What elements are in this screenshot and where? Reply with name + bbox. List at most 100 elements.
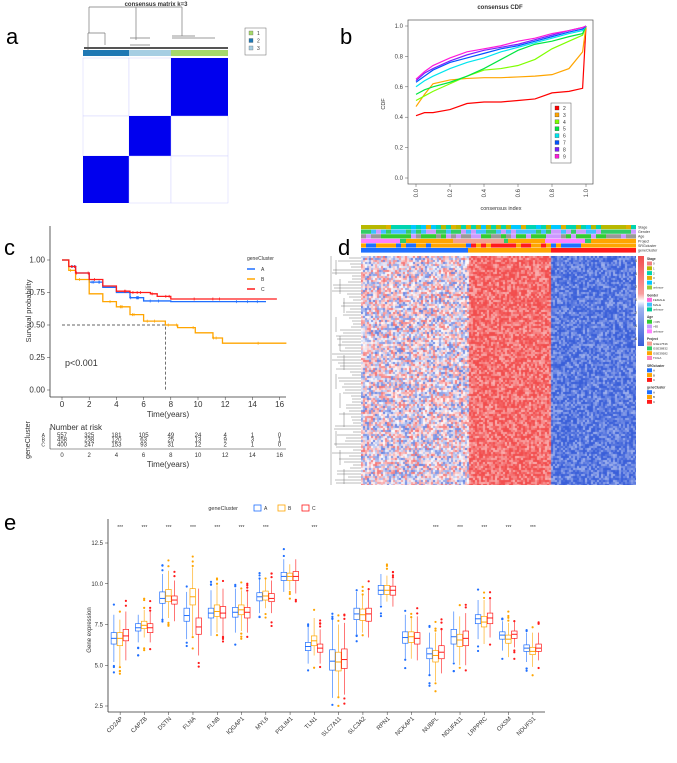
annotation-cell-SRGcluster xyxy=(596,243,601,248)
outlier-point xyxy=(246,589,249,592)
legend-label: unknow xyxy=(653,330,664,334)
outlier-point xyxy=(270,572,273,575)
annotation-cell-Age xyxy=(486,234,491,239)
annotation-cell-SRGcluster xyxy=(426,243,431,248)
consensus-block xyxy=(129,116,171,156)
annotation-cell-Stage xyxy=(401,225,406,230)
risk-count: 105 xyxy=(139,433,150,439)
annotation-cell-SRGcluster xyxy=(551,243,556,248)
outlier-point xyxy=(124,604,127,607)
legend-label: 3 xyxy=(563,113,566,119)
annotation-cell-Age xyxy=(471,234,476,239)
outlier-point xyxy=(319,622,322,625)
annotation-cell-Stage xyxy=(466,225,471,230)
outlier-point xyxy=(143,647,146,650)
outlier-point xyxy=(488,596,492,600)
outlier-point xyxy=(513,657,516,660)
censor-mark xyxy=(234,300,238,304)
outlier-point xyxy=(367,588,370,591)
outlier-point xyxy=(234,585,237,588)
outlier-point xyxy=(118,669,121,673)
legend-label: 1 xyxy=(653,267,655,271)
outlier-point xyxy=(282,554,285,558)
track-label: Age xyxy=(638,235,644,239)
legend-label-C: C xyxy=(261,287,265,293)
outlier-point xyxy=(215,582,219,585)
legend-swatch xyxy=(554,119,560,124)
annotation-cell-Age xyxy=(551,234,556,239)
annotation-cell-Gender xyxy=(476,229,481,234)
legend-label: GSE38832 xyxy=(653,347,668,351)
gene-label: TLN1 xyxy=(304,716,319,731)
outlier-point xyxy=(173,570,176,573)
annotation-cell-Stage xyxy=(521,225,526,230)
outlier-point xyxy=(209,583,213,586)
legend-label: 9 xyxy=(563,154,566,160)
annotation-cell-Gender xyxy=(521,229,526,234)
gene-label: PDLIM1 xyxy=(275,716,295,736)
legend-title: Project xyxy=(647,337,659,341)
outlier-point xyxy=(197,665,200,668)
km-ylabel: Survival probability xyxy=(24,279,33,342)
outlier-point xyxy=(379,612,383,615)
annotation-cell-Stage xyxy=(616,225,621,230)
outlier-point xyxy=(118,666,121,669)
annotation-cell-Gender xyxy=(526,229,531,234)
outlier-point xyxy=(143,606,146,610)
censor-mark xyxy=(97,280,101,284)
annotation-cell-Stage xyxy=(506,225,511,230)
outlier-point xyxy=(264,577,267,580)
x-tick-label: 1.0 xyxy=(584,188,590,197)
outlier-point xyxy=(307,669,310,672)
y-tick-label: 0.8 xyxy=(395,54,404,60)
outlier-point xyxy=(355,640,358,643)
outlier-point xyxy=(404,666,407,670)
outlier-point xyxy=(458,603,461,607)
project-track xyxy=(504,238,508,243)
annotation-cell-Stage xyxy=(406,225,411,230)
risk-count: 1 xyxy=(251,442,255,448)
panel-label-e: e xyxy=(4,510,16,535)
legend-swatch xyxy=(647,307,652,312)
outlier-point xyxy=(264,612,267,616)
annotation-cell-SRGcluster xyxy=(436,243,441,248)
outlier-point xyxy=(537,622,540,625)
annotation-cell-Age xyxy=(526,234,531,239)
legend-swatch xyxy=(301,504,310,512)
outlier-point xyxy=(343,617,346,620)
outlier-point xyxy=(355,634,358,638)
outlier-point xyxy=(319,619,322,622)
outlier-point xyxy=(124,599,127,602)
outlier-point xyxy=(215,578,219,581)
panel-label-a: a xyxy=(6,24,19,49)
colorbar xyxy=(638,256,644,346)
genecluster-track xyxy=(551,248,636,253)
censor-mark xyxy=(69,268,73,272)
annotation-cell-Age xyxy=(416,234,421,239)
annotation-cell-Gender xyxy=(621,229,626,234)
y-tick-label: 0.00 xyxy=(29,386,45,395)
outlier-point xyxy=(234,643,237,646)
annotation-cell-Stage xyxy=(491,225,496,230)
boxplot-panel: 2.5 5.0 7.5 10.0 12.5 A B C CD2AP *** CAPZB *** DSTN… xyxy=(91,504,545,739)
legend-swatch xyxy=(647,329,652,334)
annotation-cell-Stage xyxy=(371,225,376,230)
outlier-point xyxy=(361,589,364,592)
consensus-background xyxy=(128,155,172,204)
annotation-cell-Age xyxy=(361,234,366,239)
outlier-point xyxy=(531,674,534,677)
annotation-cell-SRGcluster xyxy=(461,243,466,248)
risk-x-tick-label: 16 xyxy=(276,453,283,459)
km-pvalue: p<0.001 xyxy=(65,358,98,368)
outlier-point xyxy=(112,603,115,606)
x-tick-label: 0.0 xyxy=(414,188,420,197)
x-tick-label: 0 xyxy=(60,400,65,409)
censor-mark xyxy=(246,300,250,304)
annotation-cell-Age xyxy=(536,234,541,239)
gene-label: NDUFA11 xyxy=(441,716,464,739)
risk-table-xlabel: Time(years) xyxy=(147,460,190,469)
outlier-point xyxy=(391,574,395,577)
track-label: Gender xyxy=(638,230,651,234)
x-tick-label: 16 xyxy=(275,400,284,409)
